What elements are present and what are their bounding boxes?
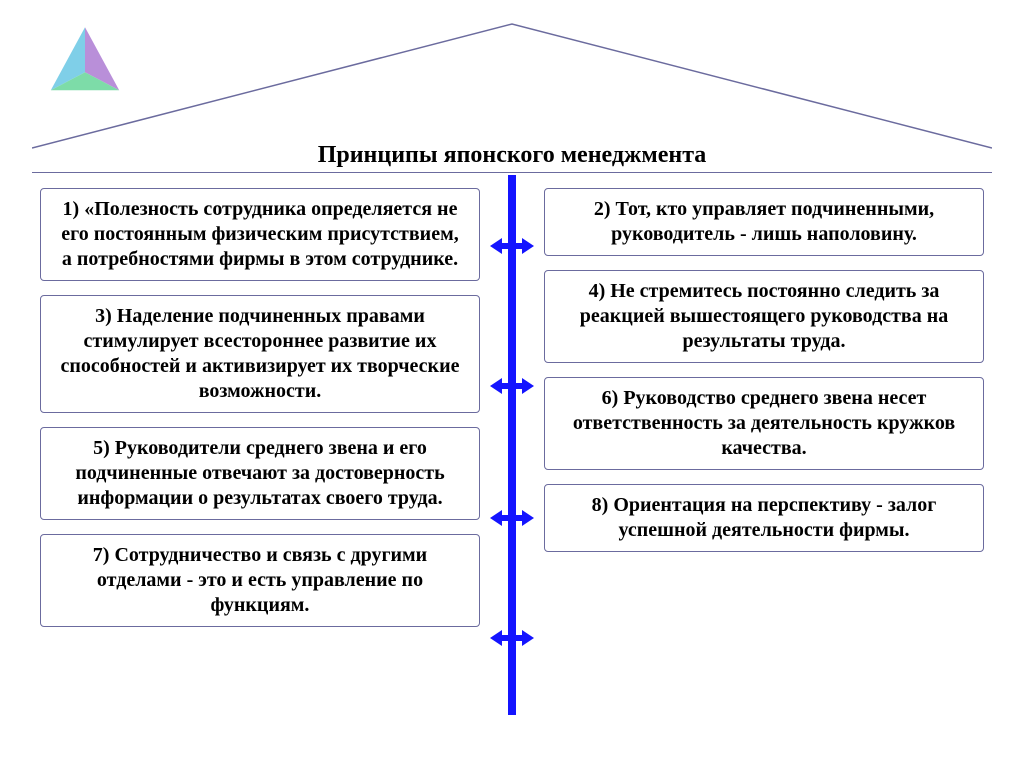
principle-box: 8) Ориентация на перспективу - залог усп… [544,484,984,552]
content-area: 1) «Полезность сотрудника определяется н… [40,188,984,718]
principle-box: 3) Наделение подчиненных правами стимули… [40,295,480,413]
principle-box: 4) Не стремитесь постоянно следить за ре… [544,270,984,363]
principle-box: 6) Руководство среднего звена несет отве… [544,377,984,470]
double-arrow-icon [490,508,534,528]
double-arrow-icon [490,236,534,256]
roof-outline [32,20,992,150]
principle-box: 5) Руководители среднего звена и его под… [40,427,480,520]
principle-box: 1) «Полезность сотрудника определяется н… [40,188,480,281]
double-arrow-icon [490,628,534,648]
diagram-title: Принципы японского менеджмента [318,142,707,169]
double-arrow-icon [490,376,534,396]
principle-box: 7) Сотрудничество и связь с другими отде… [40,534,480,627]
principle-box: 2) Тот, кто управляет подчиненными, руко… [544,188,984,256]
right-column: 2) Тот, кто управляет подчиненными, руко… [544,188,984,566]
left-column: 1) «Полезность сотрудника определяется н… [40,188,480,641]
roof-baseline [32,172,992,173]
